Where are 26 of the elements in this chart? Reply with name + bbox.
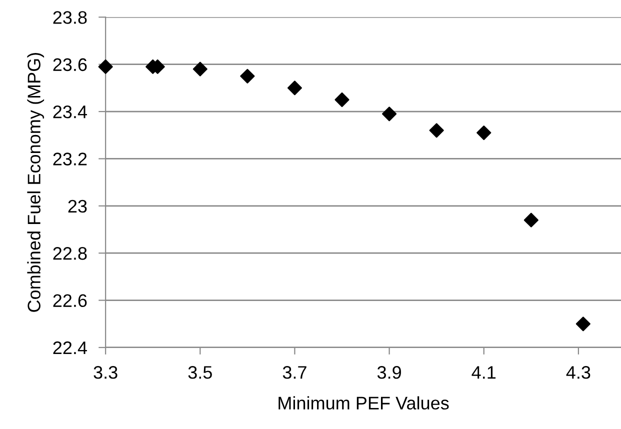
y-tick-label: 22.4 [53,341,87,354]
x-tick-label: 3.3 [94,366,118,379]
y-axis-title: Combined Fuel Economy (MPG) [27,52,44,312]
point [524,212,538,228]
x-tick-label: 3.5 [188,366,212,379]
y-tick-label: 23.2 [53,152,87,166]
point [192,62,208,76]
point [429,123,444,138]
point [98,59,113,74]
point [476,125,492,140]
y-tick-label: 23.4 [53,105,87,118]
y-tick-label: 22.6 [53,294,87,308]
x-tick-label: 4.1 [472,366,496,379]
y-tick-label: 23.8 [53,11,87,24]
x-tick-label: 3.9 [377,366,401,379]
point [334,92,350,108]
point [287,80,302,96]
point [382,106,397,122]
point [576,316,590,332]
point [240,68,255,84]
y-tick-label: 22.8 [53,247,87,260]
x-tick-label: 4.3 [566,366,590,379]
x-tick-label: 3.7 [282,366,306,379]
y-tick-label: 23 [68,200,87,213]
y-tick-label: 23.6 [53,58,87,72]
x-axis-title: Minimum PEF Values [278,396,449,410]
